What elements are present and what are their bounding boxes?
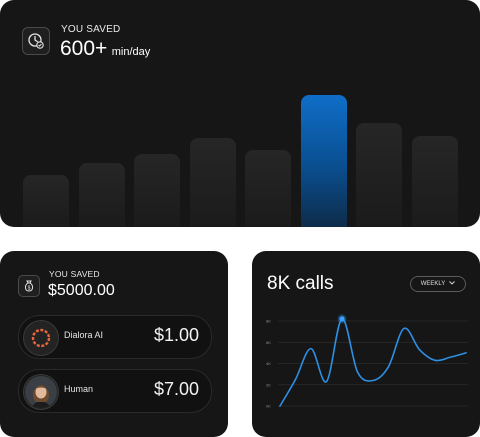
svg-text:$: $ bbox=[28, 286, 31, 292]
time-bar-2 bbox=[78, 163, 125, 227]
highlight-point[interactable] bbox=[339, 316, 345, 322]
time-saved-value-line: 600+ min/day bbox=[60, 37, 150, 61]
clock-check-icon bbox=[22, 27, 50, 55]
money-bag-icon: $ bbox=[18, 275, 40, 297]
human-avatar bbox=[23, 374, 59, 410]
list-item-human: Human $7.00 bbox=[18, 369, 212, 413]
time-bar-6 bbox=[300, 95, 347, 227]
time-bar-7 bbox=[356, 123, 402, 227]
time-saved-value: 600+ bbox=[60, 37, 108, 60]
time-bar-5 bbox=[245, 150, 291, 227]
y-tick-label: 6K bbox=[266, 340, 271, 345]
list-item-dialora-ai: Dialora AI $1.00 bbox=[18, 315, 212, 359]
money-saved-value: $5000.00 bbox=[48, 282, 115, 299]
y-tick-label: 4K bbox=[266, 361, 271, 366]
y-tick-label: 2K bbox=[266, 382, 271, 387]
time-saved-label: YOU SAVED bbox=[61, 24, 121, 35]
time-saved-card: YOU SAVED 600+ min/day bbox=[0, 0, 480, 227]
row-name: Human bbox=[64, 384, 94, 394]
y-tick-label: 8K bbox=[266, 319, 271, 324]
calls-line-chart: 8K 6K 4K 2K 0K bbox=[266, 314, 468, 409]
time-bar-3 bbox=[134, 154, 180, 227]
dialora-logo-icon bbox=[23, 320, 59, 356]
calls-series-line bbox=[279, 318, 467, 407]
row-name: Dialora AI bbox=[64, 330, 104, 340]
time-bar-8 bbox=[411, 136, 458, 227]
chevron-down-icon bbox=[449, 281, 456, 287]
calls-title: 8K calls bbox=[267, 273, 334, 294]
money-saved-card: $ YOU SAVED $5000.00 Dialora AI $1.00 bbox=[0, 251, 228, 437]
period-dropdown[interactable]: WEEKLY bbox=[410, 276, 466, 292]
row-price: $7.00 bbox=[153, 379, 199, 399]
money-saved-label: YOU SAVED bbox=[49, 269, 100, 279]
time-bar-4 bbox=[189, 138, 236, 227]
y-tick-label: 0K bbox=[266, 404, 271, 409]
period-label: WEEKLY bbox=[420, 281, 446, 287]
calls-card: 8K calls WEEKLY 8K 6K 4K 2K 0K bbox=[252, 251, 480, 437]
time-saved-unit: min/day bbox=[111, 46, 151, 58]
time-bar-1 bbox=[23, 175, 69, 227]
row-price: $1.00 bbox=[153, 325, 199, 345]
